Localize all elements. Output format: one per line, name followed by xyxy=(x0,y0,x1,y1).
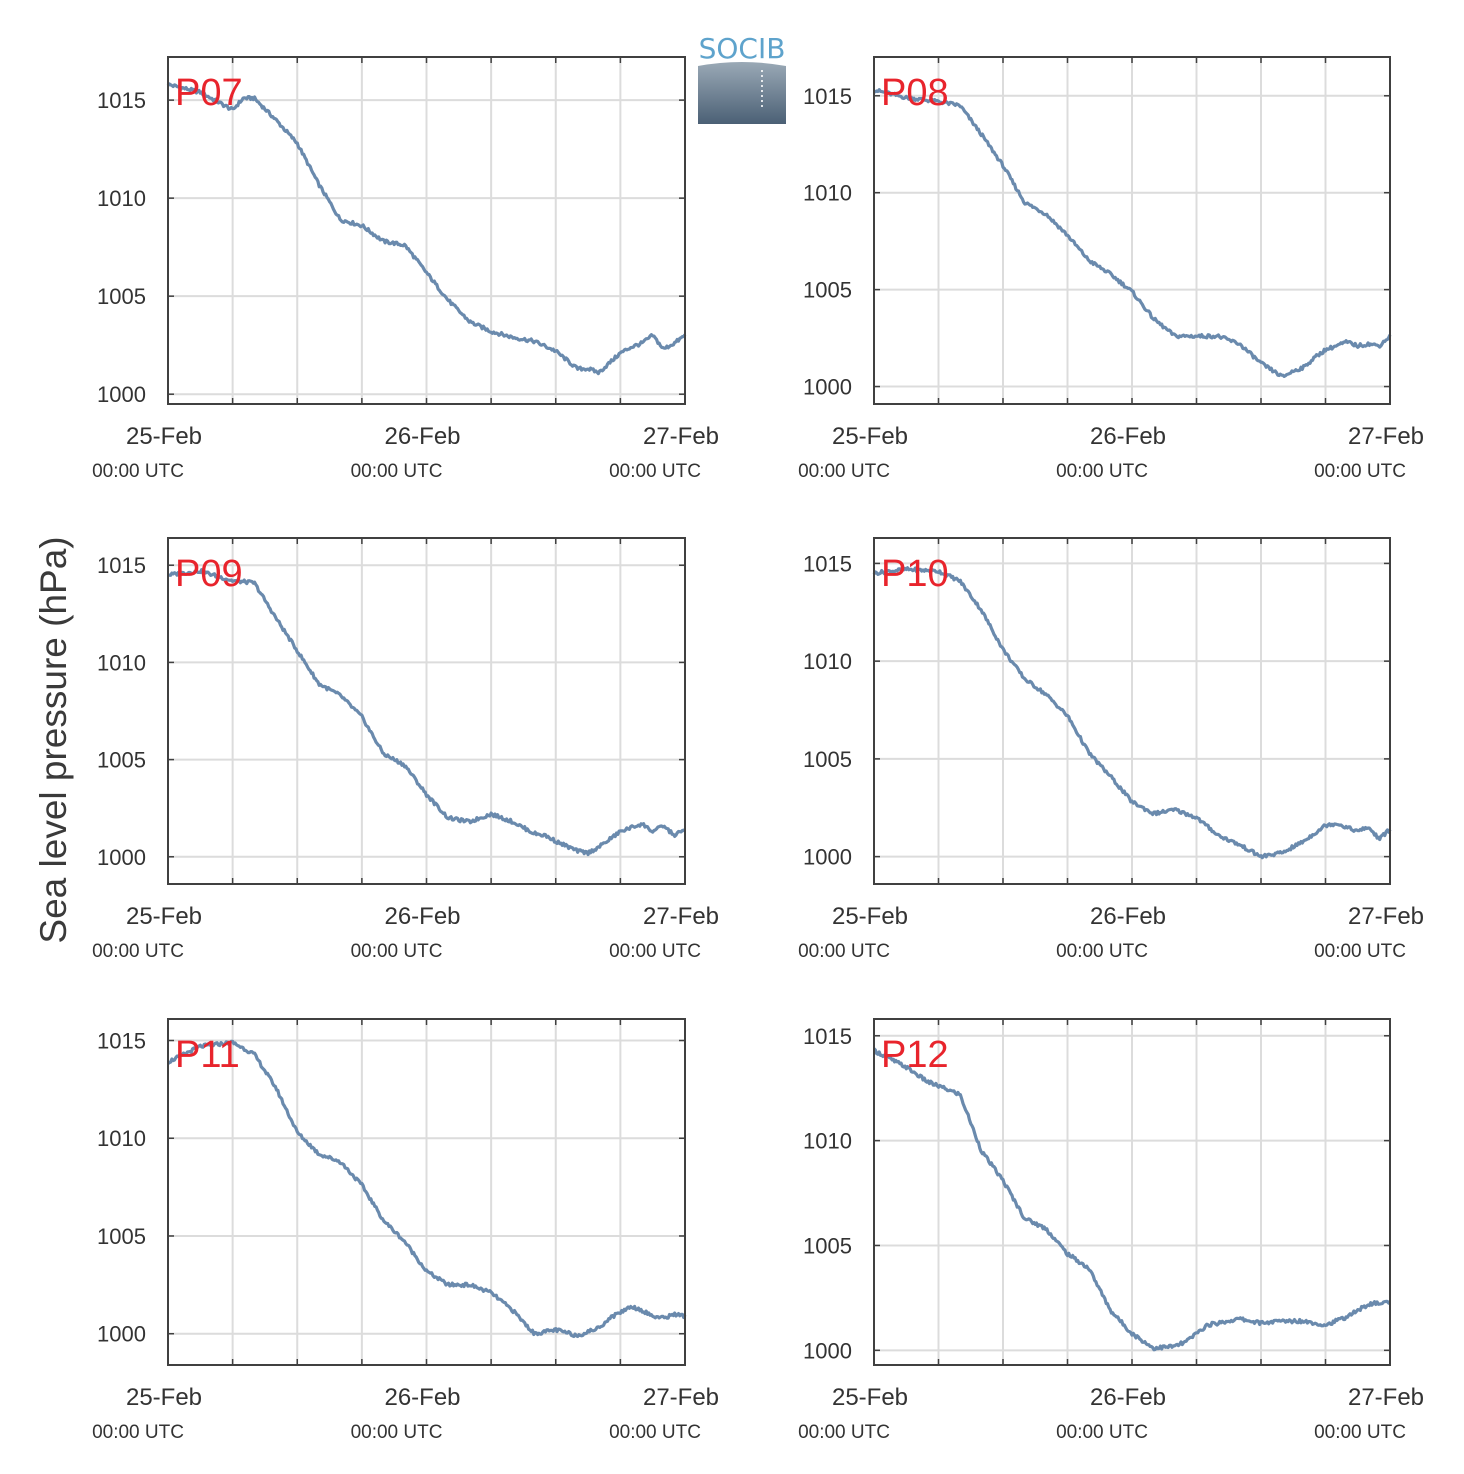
y-tick-label: 1010 xyxy=(803,1129,852,1154)
x-tick-label-date: 26-Feb xyxy=(1090,423,1166,450)
x-tick-label-time: 00:00 UTC xyxy=(1056,1422,1148,1443)
x-tick-label-time: 00:00 UTC xyxy=(798,1422,890,1443)
x-tick-label-date: 25-Feb xyxy=(832,423,908,450)
y-tick-label: 1015 xyxy=(97,88,146,113)
y-tick-label: 1000 xyxy=(97,1322,146,1347)
series-line xyxy=(873,88,1392,378)
plot-frame xyxy=(873,1018,1391,1366)
y-tick-label: 1015 xyxy=(803,551,852,576)
x-tick-label-date: 25-Feb xyxy=(832,903,908,930)
y-tick-label: 1015 xyxy=(803,1024,852,1049)
x-tick-label-time: 00:00 UTC xyxy=(92,941,184,962)
series-line xyxy=(167,1039,687,1339)
chart-panel-p07: 1000 1005 1010 1015 25-Feb 00:00 UTC 26-Feb 00:… xyxy=(92,56,719,482)
x-tick-label-date: 26-Feb xyxy=(1090,903,1166,930)
y-tick-label: 1000 xyxy=(97,382,146,407)
y-tick-label: 1010 xyxy=(803,649,852,674)
x-tick-label-date: 27-Feb xyxy=(643,1384,719,1411)
y-tick-label: 1000 xyxy=(803,375,852,400)
y-tick-label: 1010 xyxy=(803,181,852,206)
y-tick-label: 1000 xyxy=(97,845,146,870)
x-tick-label-time: 00:00 UTC xyxy=(1314,461,1406,482)
y-tick-label: 1005 xyxy=(97,1224,146,1249)
chart-panel-p10: 1000 1005 1010 1015 25-Feb 00:00 UTC 26-Feb 00:… xyxy=(798,537,1424,962)
station-label: P07 xyxy=(175,72,243,114)
plot-frame xyxy=(167,537,686,885)
station-label: P08 xyxy=(881,72,949,114)
x-tick-label-time: 00:00 UTC xyxy=(92,1422,184,1443)
y-tick-label: 1015 xyxy=(97,1029,146,1054)
x-tick-label-date: 25-Feb xyxy=(126,903,202,930)
x-tick-label-date: 25-Feb xyxy=(126,423,202,450)
y-tick-label: 1005 xyxy=(803,1233,852,1258)
y-tick-label: 1015 xyxy=(97,553,146,578)
station-label: P12 xyxy=(881,1034,949,1076)
x-tick-label-date: 25-Feb xyxy=(126,1384,202,1411)
x-tick-label-time: 00:00 UTC xyxy=(1056,941,1148,962)
x-tick-label-date: 26-Feb xyxy=(1090,1384,1166,1411)
series-line xyxy=(872,566,1392,860)
x-tick-label-time: 00:00 UTC xyxy=(1314,941,1406,962)
y-tick-label: 1000 xyxy=(803,1338,852,1363)
y-tick-label: 1005 xyxy=(803,278,852,303)
station-label: P10 xyxy=(881,553,949,595)
y-tick-label: 1010 xyxy=(97,1126,146,1151)
x-tick-label-time: 00:00 UTC xyxy=(609,941,701,962)
y-tick-label: 1000 xyxy=(803,845,852,870)
plot-frame xyxy=(873,537,1391,885)
chart-panel-p09: 1000 1005 1010 1015 25-Feb 00:00 UTC 26-Feb 00:… xyxy=(92,537,719,962)
plot-frame xyxy=(873,56,1391,405)
chart-panel-p11: 1000 1005 1010 1015 25-Feb 00:00 UTC 26-Feb 00:… xyxy=(92,1018,719,1443)
x-tick-label-date: 26-Feb xyxy=(384,1384,460,1411)
x-tick-label-time: 00:00 UTC xyxy=(1314,1422,1406,1443)
y-tick-label: 1005 xyxy=(97,284,146,309)
x-tick-label-date: 27-Feb xyxy=(1348,903,1424,930)
x-tick-label-time: 00:00 UTC xyxy=(798,461,890,482)
x-tick-label-date: 27-Feb xyxy=(643,423,719,450)
y-axis-label: Sea level pressure (hPa) xyxy=(33,536,74,943)
x-tick-label-date: 26-Feb xyxy=(384,423,460,450)
x-tick-label-date: 27-Feb xyxy=(643,903,719,930)
plot-frame xyxy=(167,56,686,405)
x-tick-label-time: 00:00 UTC xyxy=(92,461,184,482)
station-label: P09 xyxy=(175,553,243,595)
x-tick-label-time: 00:00 UTC xyxy=(351,1422,443,1443)
series-line xyxy=(167,568,687,857)
chart-panel-p12: 1000 1005 1010 1015 25-Feb 00:00 UTC 26-Feb 00:… xyxy=(798,1018,1424,1443)
x-tick-label-date: 26-Feb xyxy=(384,903,460,930)
series-line xyxy=(872,1047,1391,1352)
x-tick-label-time: 00:00 UTC xyxy=(351,461,443,482)
chart-panels: 1000 1005 1010 1015 25-Feb 00:00 UTC 26-Feb 00:… xyxy=(92,56,1424,1443)
socib-logo-text: SOCIB xyxy=(699,32,786,65)
socib-logo: SOCIB xyxy=(698,32,786,124)
y-tick-label: 1005 xyxy=(97,748,146,773)
y-tick-label: 1010 xyxy=(97,650,146,675)
x-tick-label-time: 00:00 UTC xyxy=(1056,461,1148,482)
series-line xyxy=(166,82,687,376)
chart-panel-p08: 1000 1005 1010 1015 25-Feb 00:00 UTC 26-Feb 00:… xyxy=(798,56,1424,482)
x-tick-label-time: 00:00 UTC xyxy=(798,941,890,962)
x-tick-label-time: 00:00 UTC xyxy=(351,941,443,962)
x-tick-label-date: 27-Feb xyxy=(1348,1384,1424,1411)
x-tick-label-time: 00:00 UTC xyxy=(609,461,701,482)
x-tick-label-date: 25-Feb xyxy=(832,1384,908,1411)
station-label: P11 xyxy=(175,1034,240,1076)
y-tick-label: 1015 xyxy=(803,84,852,109)
plot-frame xyxy=(167,1018,686,1366)
x-tick-label-time: 00:00 UTC xyxy=(609,1422,701,1443)
y-tick-label: 1010 xyxy=(97,186,146,211)
y-tick-label: 1005 xyxy=(803,747,852,772)
x-tick-label-date: 27-Feb xyxy=(1348,423,1424,450)
